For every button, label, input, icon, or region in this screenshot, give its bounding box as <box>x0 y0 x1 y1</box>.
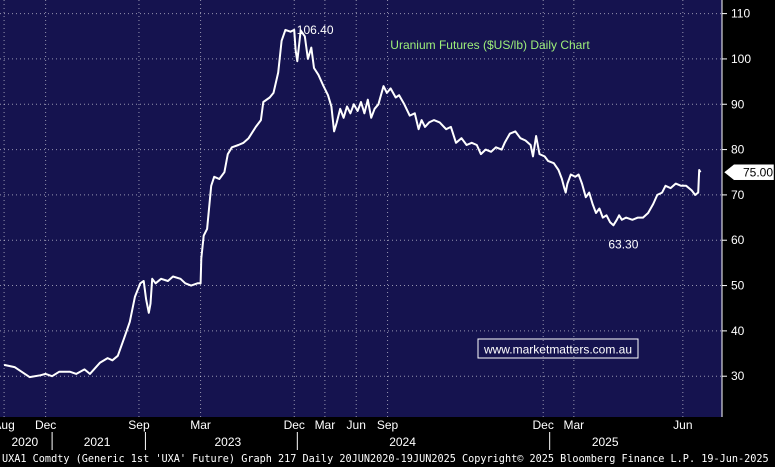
x-tick-label: Dec <box>533 418 554 432</box>
y-tick-label: 100 <box>731 52 751 66</box>
y-tick-label: 90 <box>731 97 745 111</box>
footer-text: UXA1 Comdty (Generic 1st 'UXA' Future) G… <box>2 454 775 465</box>
x-tick-label: Dec <box>35 418 56 432</box>
x-tick-label: Mar <box>315 418 336 432</box>
y-tick-label: 110 <box>731 7 750 21</box>
x-tick-label: Sep <box>128 418 150 432</box>
y-tick-label: 60 <box>731 233 745 247</box>
price-line <box>3 28 702 379</box>
x-tick-label: Mar <box>190 418 211 432</box>
x-year-label: 2025 <box>592 435 619 449</box>
chart-title: Uranium Futures ($US/lb) Daily Chart <box>390 38 590 52</box>
y-tick-label: 70 <box>731 188 745 202</box>
watermark-url: www.marketmatters.com.au <box>483 343 632 357</box>
trough-label: 63.30 <box>608 237 638 251</box>
y-tick-label: 50 <box>731 279 745 293</box>
x-year-label: 2023 <box>214 435 241 449</box>
x-tick-label: Jun <box>347 418 366 432</box>
last-price-box <box>723 163 775 181</box>
y-axis: 30 40 50 60 70 80 90 100 110 <box>721 0 751 417</box>
peak-label: 106.40 <box>297 23 334 37</box>
x-year-label: 2024 <box>389 435 416 449</box>
y-tick-label: 30 <box>731 369 745 383</box>
last-price-label: 75.00 <box>743 166 773 180</box>
x-tick-label: Dec <box>284 418 305 432</box>
x-year-label: 2020 <box>12 435 39 449</box>
watermark-box <box>477 338 639 359</box>
footer: UXA1 Comdty (Generic 1st 'UXA' Future) G… <box>2 454 775 465</box>
y-tick-label: 80 <box>731 143 745 157</box>
x-year-label: 2021 <box>84 435 111 449</box>
x-axis: Aug Dec Sep Mar Dec Mar Jun Sep Dec Mar Jun 2020 202… <box>0 418 693 450</box>
gridlines <box>0 0 722 417</box>
x-tick-label: Aug <box>0 418 15 432</box>
annotations: 106.40 63.30 75.00 www.marketmatters.com.au <box>297 23 775 359</box>
x-tick-label: Jun <box>673 418 692 432</box>
y-tick-label: 40 <box>731 324 745 338</box>
x-tick-label: Sep <box>377 418 399 432</box>
x-tick-label: Mar <box>564 418 585 432</box>
